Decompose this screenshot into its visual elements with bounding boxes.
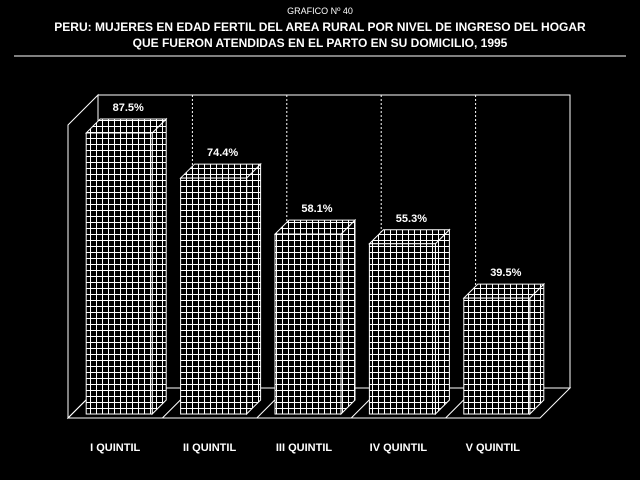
bar-side-face <box>151 117 167 416</box>
bar-side-face <box>434 228 450 416</box>
data-label: 74.4% <box>207 147 238 159</box>
bar-front-face <box>463 297 531 415</box>
chart-title-line-2: QUE FUERON ATENDIDAS EN EL PARTO EN SU D… <box>133 36 508 50</box>
bar-front-face <box>85 132 153 415</box>
category-label: III QUINTIL <box>276 442 333 454</box>
chart-title-line-1: PERU: MUJERES EN EDAD FERTIL DEL AREA RU… <box>54 20 586 34</box>
figure-number: GRAFICO Nº 40 <box>287 6 353 16</box>
bar <box>179 162 262 416</box>
category-label: IV QUINTIL <box>370 442 428 454</box>
bar-top-face <box>179 163 262 179</box>
bar <box>84 117 168 416</box>
bar-top-face <box>84 118 168 134</box>
category-label: V QUINTIL <box>466 442 521 454</box>
bar-top-face <box>368 229 451 245</box>
bar-side-face <box>529 282 545 416</box>
bar <box>273 218 357 416</box>
data-labels: 87.5% 74.4% 58.1% 55.3% 39.5% <box>113 102 522 279</box>
data-label: 39.5% <box>490 267 521 279</box>
bar-front-face <box>368 243 436 415</box>
category-label: I QUINTIL <box>90 442 140 454</box>
bar <box>462 282 546 416</box>
data-label: 58.1% <box>301 203 332 215</box>
category-label: II QUINTIL <box>183 442 236 454</box>
chart-heading: GRAFICO Nº 40 PERU: MUJERES EN EDAD FERT… <box>54 6 586 50</box>
bar-side-face <box>246 162 262 416</box>
bar-side-face <box>340 218 356 416</box>
bar <box>368 228 451 416</box>
bar-top-face <box>462 283 546 299</box>
data-label: 87.5% <box>113 102 144 114</box>
category-labels: I QUINTIL II QUINTIL III QUINTIL IV QUINTIL… <box>90 442 520 454</box>
data-label: 55.3% <box>396 213 427 225</box>
bars <box>84 117 546 416</box>
bar-top-face <box>273 219 357 235</box>
bar-front-face <box>274 233 342 415</box>
bar-front-face <box>180 177 248 415</box>
